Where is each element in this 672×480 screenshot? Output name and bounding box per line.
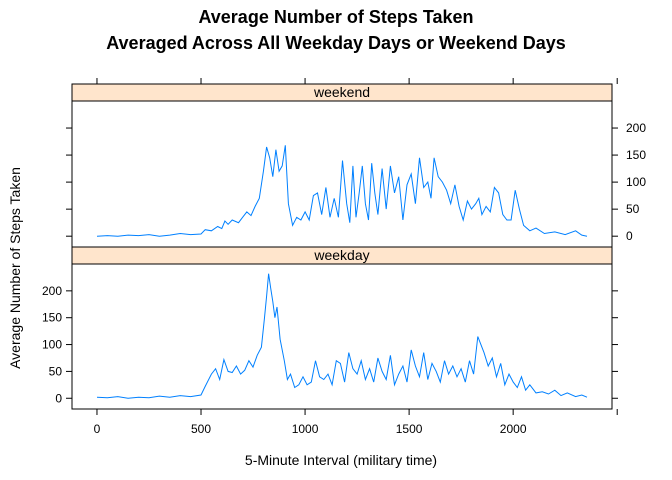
strip-label-weekday: weekday — [313, 247, 369, 263]
y-tick-label: 150 — [626, 148, 646, 162]
x-axis-label: 5-Minute Interval (military time) — [245, 452, 437, 468]
y-tick-label: 200 — [626, 121, 646, 135]
x-tick-label: 1000 — [292, 422, 319, 436]
series-line-weekday — [96, 273, 588, 399]
chart-subtitle: Averaged Across All Weekday Days or Week… — [106, 33, 566, 53]
y-tick-label: 200 — [42, 284, 62, 298]
y-tick-label: 50 — [49, 364, 63, 378]
x-tick-label: 2000 — [500, 422, 527, 436]
y-tick-label: 50 — [626, 202, 640, 216]
y-tick-label: 0 — [55, 391, 62, 405]
y-tick-label: 100 — [626, 175, 646, 189]
x-tick-label: 500 — [191, 422, 211, 436]
strip-label-weekend: weekend — [313, 84, 370, 100]
y-tick-label: 100 — [42, 338, 62, 352]
y-tick-label: 150 — [42, 311, 62, 325]
x-tick-label: 0 — [94, 422, 101, 436]
x-tick-label: 1500 — [396, 422, 423, 436]
y-tick-label: 0 — [626, 229, 633, 243]
chart-title: Average Number of Steps Taken — [198, 7, 473, 27]
y-axis-label: Average Number of Steps Taken — [7, 167, 23, 369]
panel-frame-weekday — [71, 263, 613, 410]
series-line-weekend — [96, 145, 588, 237]
